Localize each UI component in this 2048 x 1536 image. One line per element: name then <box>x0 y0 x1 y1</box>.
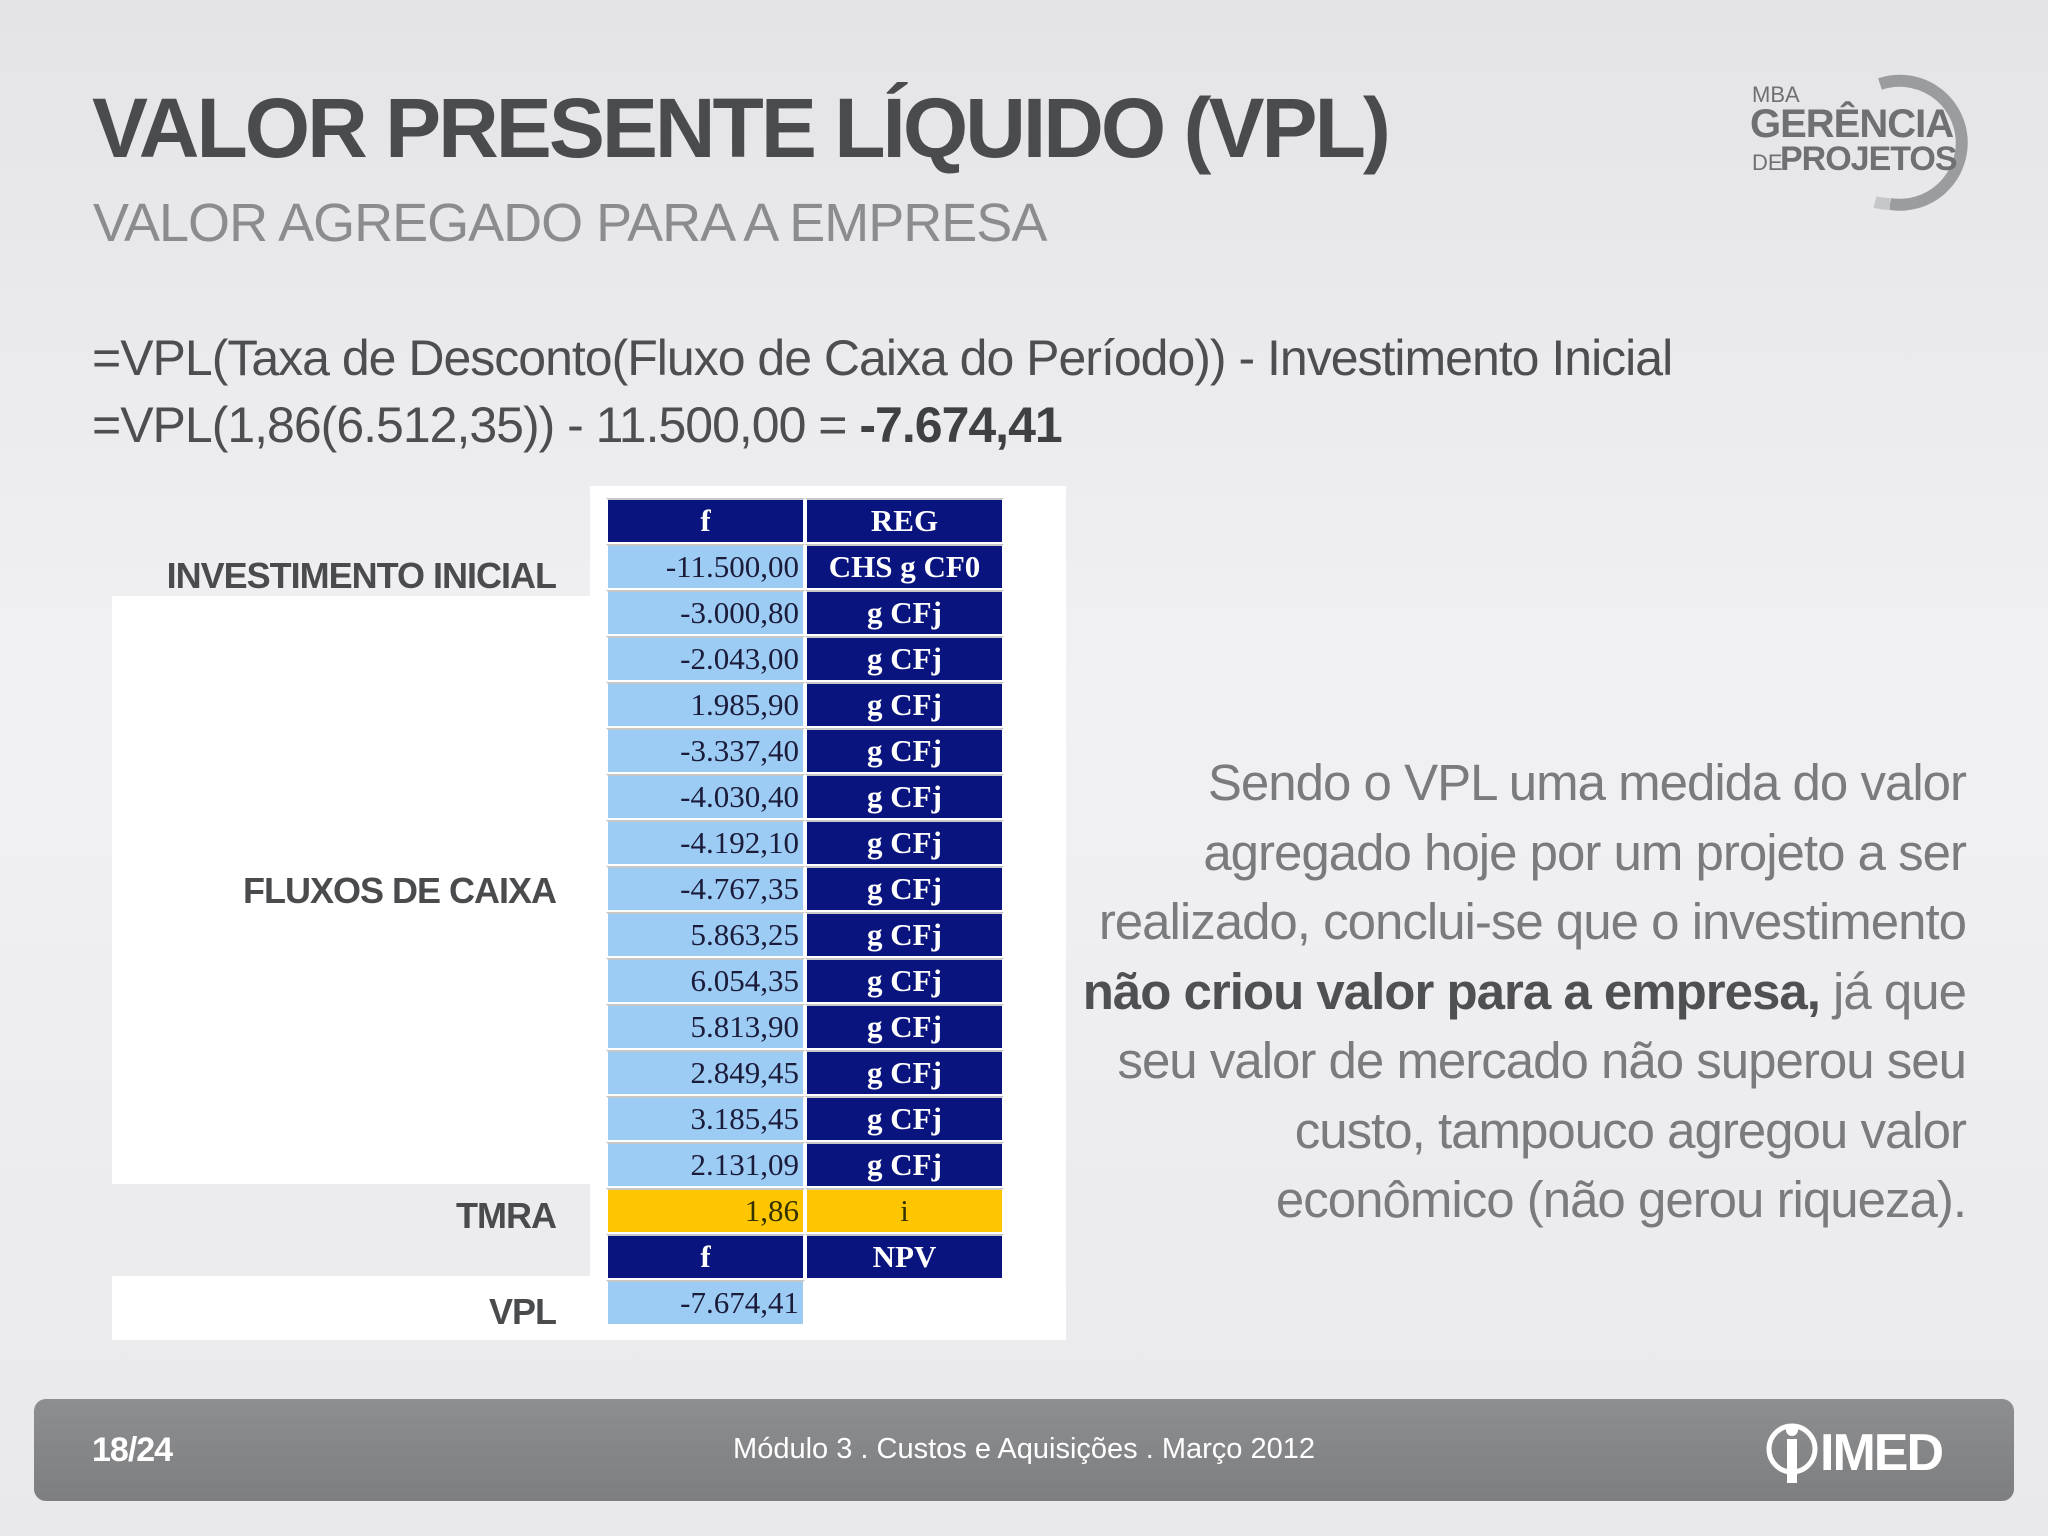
cash-flow-key: g CFj <box>805 866 1004 912</box>
cash-flow-label-box <box>112 596 590 1184</box>
tmra-row: 1,86 i <box>606 1188 1004 1234</box>
calculator-table: f REG -11.500,00 CHS g CF0 -3.000,80 g CF… <box>590 486 1066 1340</box>
cash-flow-value: -3.000,80 <box>606 590 805 636</box>
npv-header-npv: NPV <box>805 1234 1004 1280</box>
conclusion-part-1: Sendo o VPL uma medida do valor agregado… <box>1098 754 1967 950</box>
calculator-rows: f REG -11.500,00 CHS g CF0 <box>606 498 1004 590</box>
cash-flow-row: 3.185,45 g CFj <box>606 1096 1004 1142</box>
cash-flow-value: 3.185,45 <box>606 1096 805 1142</box>
npv-result-value: -7.674,41 <box>606 1280 805 1326</box>
imed-logo-text: IMED <box>1820 1424 1944 1482</box>
cash-flow-row: -4.030,40 g CFj <box>606 774 1004 820</box>
cash-flow-key: g CFj <box>805 774 1004 820</box>
label-initial-investment: INVESTIMENTO INICIAL <box>166 555 557 596</box>
cash-flow-key: g CFj <box>805 1142 1004 1188</box>
cash-flow-row: 1.985,90 g CFj <box>606 682 1004 728</box>
cash-flow-value: -4.030,40 <box>606 774 805 820</box>
mba-gerencia-logo: MBA GERÊNCIA DE PROJETOS <box>1740 64 1980 214</box>
npv-header-row: f NPV <box>606 1234 1004 1280</box>
cash-flow-value: 2.849,45 <box>606 1050 805 1096</box>
cash-flow-key: g CFj <box>805 728 1004 774</box>
table-header-row: f REG <box>606 498 1004 544</box>
cash-flow-value: 5.863,25 <box>606 912 805 958</box>
initial-value: -11.500,00 <box>606 544 805 590</box>
logo-projetos-text: PROJETOS <box>1780 140 1958 178</box>
label-tmra: TMRA <box>456 1195 557 1236</box>
imed-logo: IMED <box>1766 1415 1986 1487</box>
cash-flow-row: -3.337,40 g CFj <box>606 728 1004 774</box>
cash-flow-value: -3.337,40 <box>606 728 805 774</box>
imed-logo-icon <box>1766 1423 1818 1483</box>
cash-flow-value: -4.767,35 <box>606 866 805 912</box>
cash-flow-value: -4.192,10 <box>606 820 805 866</box>
page-subtitle: VALOR AGREGADO PARA A EMPRESA <box>93 193 1047 253</box>
cash-flow-row: 6.054,35 g CFj <box>606 958 1004 1004</box>
header-f: f <box>606 498 805 544</box>
formula-expression: =VPL(1,86(6.512,35)) - 11.500,00 = <box>92 397 860 453</box>
initial-key: CHS g CF0 <box>805 544 1004 590</box>
cash-flow-row: 2.849,45 g CFj <box>606 1050 1004 1096</box>
cash-flow-row: 2.131,09 g CFj <box>606 1142 1004 1188</box>
page-title: VALOR PRESENTE LÍQUIDO (VPL) <box>92 81 1391 175</box>
cash-flow-key: g CFj <box>805 820 1004 866</box>
vpl-label-box <box>112 1276 590 1340</box>
cash-flow-key: g CFj <box>805 958 1004 1004</box>
cash-flow-row: -4.767,35 g CFj <box>606 866 1004 912</box>
logo-gerencia-text: GERÊNCIA <box>1750 102 1954 146</box>
cash-flow-value: 6.054,35 <box>606 958 805 1004</box>
cash-flow-value: 2.131,09 <box>606 1142 805 1188</box>
formula-line-2: =VPL(1,86(6.512,35)) - 11.500,00 = -7.67… <box>92 397 1063 453</box>
label-vpl: VPL <box>488 1291 557 1332</box>
page-number: 18/24 <box>92 1431 173 1469</box>
cash-flow-rows: -3.000,80 g CFj -2.043,00 g CFj 1.985,90 g CF… <box>606 590 1004 1188</box>
tmra-key: i <box>805 1188 1004 1234</box>
cash-flow-row: -3.000,80 g CFj <box>606 590 1004 636</box>
label-cash-flows: FLUXOS DE CAIXA <box>242 870 557 911</box>
cash-flow-value: 1.985,90 <box>606 682 805 728</box>
cash-flow-key: g CFj <box>805 912 1004 958</box>
cash-flow-row: -2.043,00 g CFj <box>606 636 1004 682</box>
header-reg: REG <box>805 498 1004 544</box>
conclusion-part-2: já que seu valor de mercado não superou … <box>1117 962 1967 1229</box>
cash-flow-key: g CFj <box>805 1096 1004 1142</box>
cash-flow-key: g CFj <box>805 682 1004 728</box>
calculator-grid: f REG -11.500,00 CHS g CF0 -3.000,80 g CF… <box>606 498 1004 1326</box>
footer-bar: 18/24 Módulo 3 . Custos e Aquisições . M… <box>34 1399 2014 1501</box>
npv-result-row: -7.674,41 <box>606 1280 1004 1326</box>
logo-ring-icon <box>1873 74 1968 211</box>
cash-flow-row: -4.192,10 g CFj <box>606 820 1004 866</box>
cash-flow-row: 5.813,90 g CFj <box>606 1004 1004 1050</box>
npv-header-f: f <box>606 1234 805 1280</box>
initial-investment-row: -11.500,00 CHS g CF0 <box>606 544 1004 590</box>
conclusion-bold: não criou valor para a empresa, <box>1082 962 1821 1020</box>
formula-line-1: =VPL(Taxa de Desconto(Fluxo de Caixa do … <box>92 330 1673 386</box>
cash-flow-row: 5.863,25 g CFj <box>606 912 1004 958</box>
cash-flow-key: g CFj <box>805 590 1004 636</box>
conclusion-text: Sendo o VPL uma medida do valor agregado… <box>1080 748 1967 1235</box>
formula-result: -7.674,41 <box>859 397 1062 453</box>
footer-module-info: Módulo 3 . Custos e Aquisições . Março 2… <box>733 1433 1315 1465</box>
cash-flow-value: -2.043,00 <box>606 636 805 682</box>
logo-de-text: DE <box>1752 150 1783 175</box>
tmra-value: 1,86 <box>606 1188 805 1234</box>
cash-flow-key: g CFj <box>805 1004 1004 1050</box>
logo-mba-text: MBA <box>1752 82 1800 107</box>
cash-flow-value: 5.813,90 <box>606 1004 805 1050</box>
cash-flow-key: g CFj <box>805 1050 1004 1096</box>
cash-flow-key: g CFj <box>805 636 1004 682</box>
calculator-footer-rows: 1,86 i f NPV -7.674,41 <box>606 1188 1004 1326</box>
npv-result-blank <box>805 1280 1004 1326</box>
